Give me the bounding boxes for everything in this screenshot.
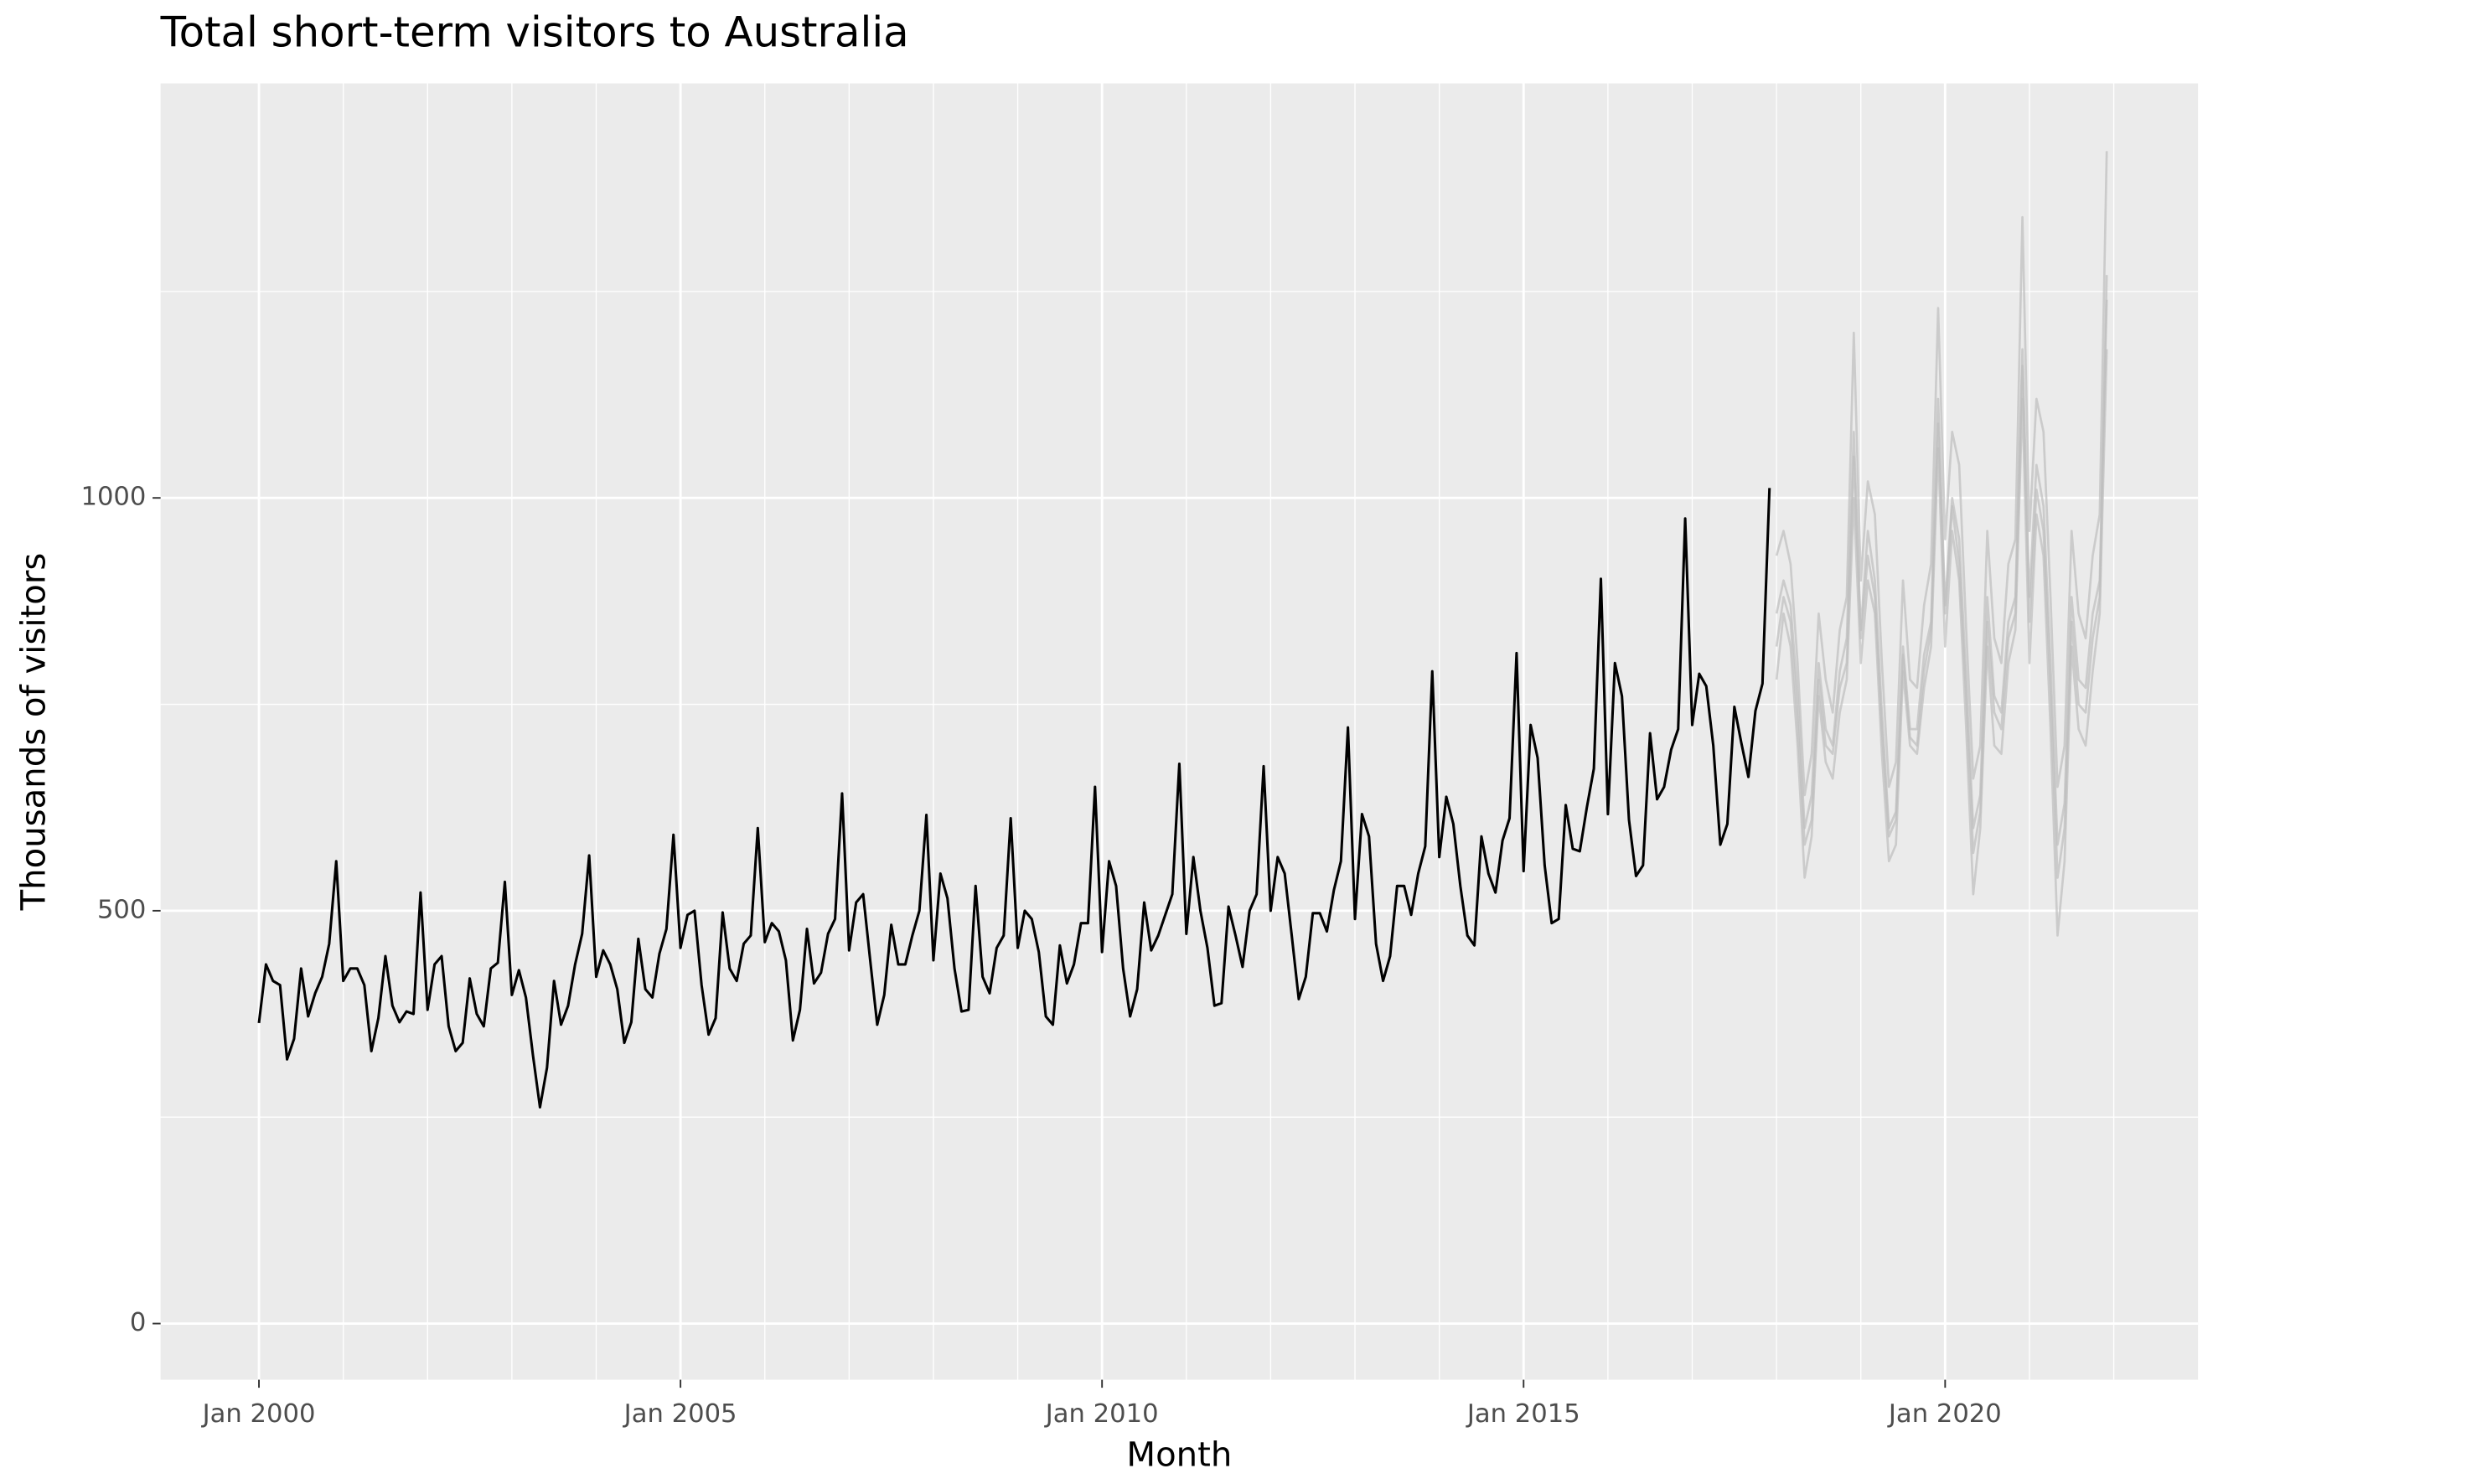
series-line	[1775, 275, 2108, 879]
chart-title: Total short-term visitors to Australia	[160, 8, 909, 57]
y-tick-label: 0	[130, 1308, 147, 1337]
x-tick-label: Jan 2000	[201, 1399, 316, 1429]
x-tick-label: Jan 2010	[1044, 1399, 1159, 1429]
x-axis-title: Month	[1126, 1435, 1232, 1474]
x-tick-label: Jan 2015	[1466, 1399, 1580, 1429]
x-tick-label: Jan 2020	[1887, 1399, 2002, 1429]
series-line	[257, 488, 1771, 1109]
y-tick-label: 500	[97, 895, 146, 924]
y-tick-label: 1000	[80, 483, 146, 512]
panel	[160, 83, 2199, 1380]
y-axis-title: Thousands of visitors	[14, 553, 53, 912]
x-tick-label: Jan 2005	[623, 1399, 737, 1429]
series-line	[1775, 151, 2108, 797]
